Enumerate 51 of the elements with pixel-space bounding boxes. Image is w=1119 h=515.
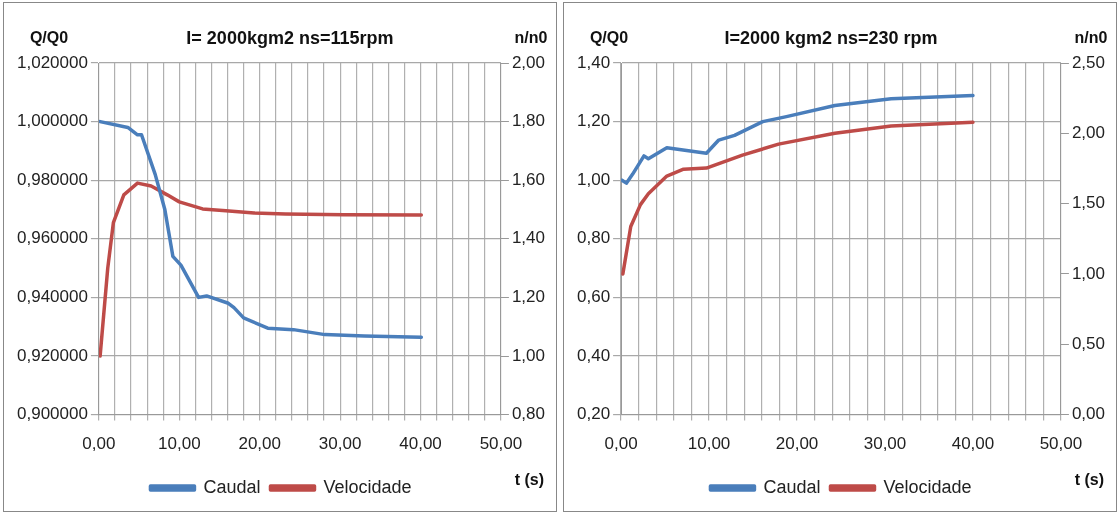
- y-tick-label: 0,40: [576, 345, 611, 365]
- legend-label: Caudal: [763, 476, 821, 497]
- x-tick-label: 40,00: [951, 434, 995, 454]
- x-tick-label: 20,00: [775, 434, 819, 454]
- y-tick-label: 0,900000: [17, 404, 88, 424]
- legend-label: Caudal: [203, 476, 261, 497]
- x-tick-label: 40,00: [399, 434, 442, 454]
- y-tick-label: 1,000000: [17, 111, 88, 131]
- y2-axis-title: n/n0: [1074, 29, 1108, 47]
- x-axis-title: t (s): [514, 471, 544, 489]
- y2-tick-label: 0,80: [511, 404, 546, 424]
- y2-tick-label: 2,00: [1071, 123, 1106, 143]
- y2-tick-label: 2,50: [1071, 52, 1106, 72]
- y2-tick-label: 1,50: [1071, 193, 1106, 213]
- chart-title: I=2000 kgm2 ns=230 rpm: [724, 27, 938, 48]
- x-tick-label: 50,00: [479, 434, 523, 454]
- y2-tick-label: 1,60: [511, 169, 546, 189]
- legend-label: Velocidade: [323, 476, 412, 497]
- y2-tick-label: 0,50: [1071, 333, 1106, 353]
- y-tick-label: 0,920000: [17, 345, 88, 365]
- chart-title: I= 2000kgm2 ns=115rpm: [186, 27, 394, 48]
- y-tick-label: 0,60: [576, 287, 611, 307]
- x-tick-label: 10,00: [687, 434, 731, 454]
- y-tick-label: 0,80: [576, 228, 611, 248]
- x-tick-label: 20,00: [238, 434, 281, 454]
- y2-tick-label: 2,00: [511, 52, 546, 72]
- y-tick-label: 1,40: [576, 52, 611, 72]
- y2-axis-title: n/n0: [514, 29, 548, 47]
- y2-tick-label: 1,80: [511, 111, 546, 131]
- x-tick-label: 10,00: [158, 434, 201, 454]
- y2-tick-label: 1,20: [511, 287, 546, 307]
- y-tick-label: 1,20: [576, 111, 611, 131]
- y-tick-label: 0,980000: [17, 169, 88, 189]
- y2-tick-label: 0,00: [1071, 404, 1106, 424]
- y2-tick-label: 1,00: [511, 345, 546, 365]
- x-tick-label: 0,00: [604, 434, 638, 454]
- y-tick-label: 1,00: [576, 169, 611, 189]
- y2-tick-label: 1,40: [511, 228, 546, 248]
- y-tick-label: 0,20: [576, 404, 611, 424]
- x-tick-label: 0,00: [82, 434, 116, 454]
- y-axis-title: Q/Q0: [589, 29, 629, 47]
- y-tick-label: 1,020000: [17, 52, 88, 72]
- y-tick-label: 0,960000: [17, 228, 88, 248]
- x-tick-label: 50,00: [1039, 434, 1083, 454]
- x-tick-label: 30,00: [318, 434, 362, 454]
- y-axis-title: Q/Q0: [29, 29, 69, 47]
- y2-tick-label: 1,00: [1071, 263, 1106, 283]
- x-axis-title: t (s): [1074, 471, 1104, 489]
- y-tick-label: 0,940000: [17, 287, 88, 307]
- legend-label: Velocidade: [883, 476, 972, 497]
- x-tick-label: 30,00: [863, 434, 907, 454]
